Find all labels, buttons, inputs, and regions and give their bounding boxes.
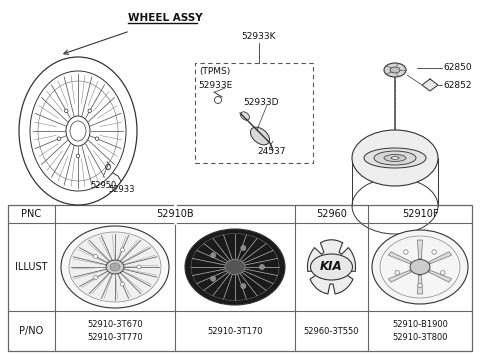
Polygon shape xyxy=(308,240,356,294)
Text: 52910B: 52910B xyxy=(156,209,194,219)
Text: 62850: 62850 xyxy=(443,64,472,72)
Bar xyxy=(8,205,472,351)
Ellipse shape xyxy=(372,230,468,304)
Text: 52960: 52960 xyxy=(316,209,347,219)
Text: 52960-3T550: 52960-3T550 xyxy=(304,327,359,335)
Polygon shape xyxy=(418,275,422,294)
Polygon shape xyxy=(429,270,452,282)
Bar xyxy=(195,63,313,163)
Polygon shape xyxy=(418,240,422,258)
Text: PNC: PNC xyxy=(22,209,42,219)
Circle shape xyxy=(432,250,436,254)
Text: 52933E: 52933E xyxy=(198,81,232,90)
Ellipse shape xyxy=(384,155,406,162)
Ellipse shape xyxy=(390,67,400,73)
Circle shape xyxy=(76,154,80,158)
Polygon shape xyxy=(388,270,411,282)
Text: 52910-3T670
52910-3T770: 52910-3T670 52910-3T770 xyxy=(87,320,143,342)
Text: (TPMS): (TPMS) xyxy=(199,67,230,76)
Ellipse shape xyxy=(251,127,270,145)
Ellipse shape xyxy=(225,259,245,275)
Circle shape xyxy=(441,270,445,275)
Text: KIA: KIA xyxy=(320,261,343,274)
Ellipse shape xyxy=(61,226,169,308)
Circle shape xyxy=(404,250,408,254)
Text: 24537: 24537 xyxy=(257,147,286,156)
Circle shape xyxy=(241,283,246,288)
Circle shape xyxy=(64,109,68,113)
Text: P/NO: P/NO xyxy=(19,326,44,336)
Polygon shape xyxy=(388,252,411,264)
Text: 52933K: 52933K xyxy=(242,32,276,41)
Polygon shape xyxy=(429,252,452,264)
Ellipse shape xyxy=(410,259,430,275)
Ellipse shape xyxy=(240,112,250,120)
Circle shape xyxy=(94,276,97,280)
Ellipse shape xyxy=(69,232,161,302)
Ellipse shape xyxy=(352,130,438,186)
Circle shape xyxy=(211,253,216,258)
Ellipse shape xyxy=(311,254,352,280)
Text: 52910-B1900
52910-3T800: 52910-B1900 52910-3T800 xyxy=(392,320,448,342)
Ellipse shape xyxy=(374,151,416,165)
Circle shape xyxy=(418,283,422,288)
Ellipse shape xyxy=(364,148,426,168)
Text: 52950: 52950 xyxy=(90,181,116,190)
Text: 52933: 52933 xyxy=(108,185,134,194)
Circle shape xyxy=(137,265,141,269)
Text: 62852: 62852 xyxy=(443,80,471,90)
Ellipse shape xyxy=(185,229,285,305)
Circle shape xyxy=(241,245,246,251)
Polygon shape xyxy=(422,79,438,91)
Ellipse shape xyxy=(106,260,124,274)
Circle shape xyxy=(95,137,99,140)
Ellipse shape xyxy=(391,157,399,159)
Text: 52933D: 52933D xyxy=(243,98,278,107)
Text: 52910-3T170: 52910-3T170 xyxy=(207,327,263,335)
Ellipse shape xyxy=(110,263,120,271)
Circle shape xyxy=(57,137,61,140)
Circle shape xyxy=(88,109,92,113)
Ellipse shape xyxy=(384,63,406,77)
Circle shape xyxy=(120,282,124,286)
Text: 52910F: 52910F xyxy=(402,209,438,219)
Text: ILLUST: ILLUST xyxy=(15,262,48,272)
Circle shape xyxy=(211,276,216,281)
Circle shape xyxy=(120,248,124,252)
Text: WHEEL ASSY: WHEEL ASSY xyxy=(128,13,203,23)
Circle shape xyxy=(260,264,264,269)
Circle shape xyxy=(94,255,97,258)
Circle shape xyxy=(395,270,399,275)
